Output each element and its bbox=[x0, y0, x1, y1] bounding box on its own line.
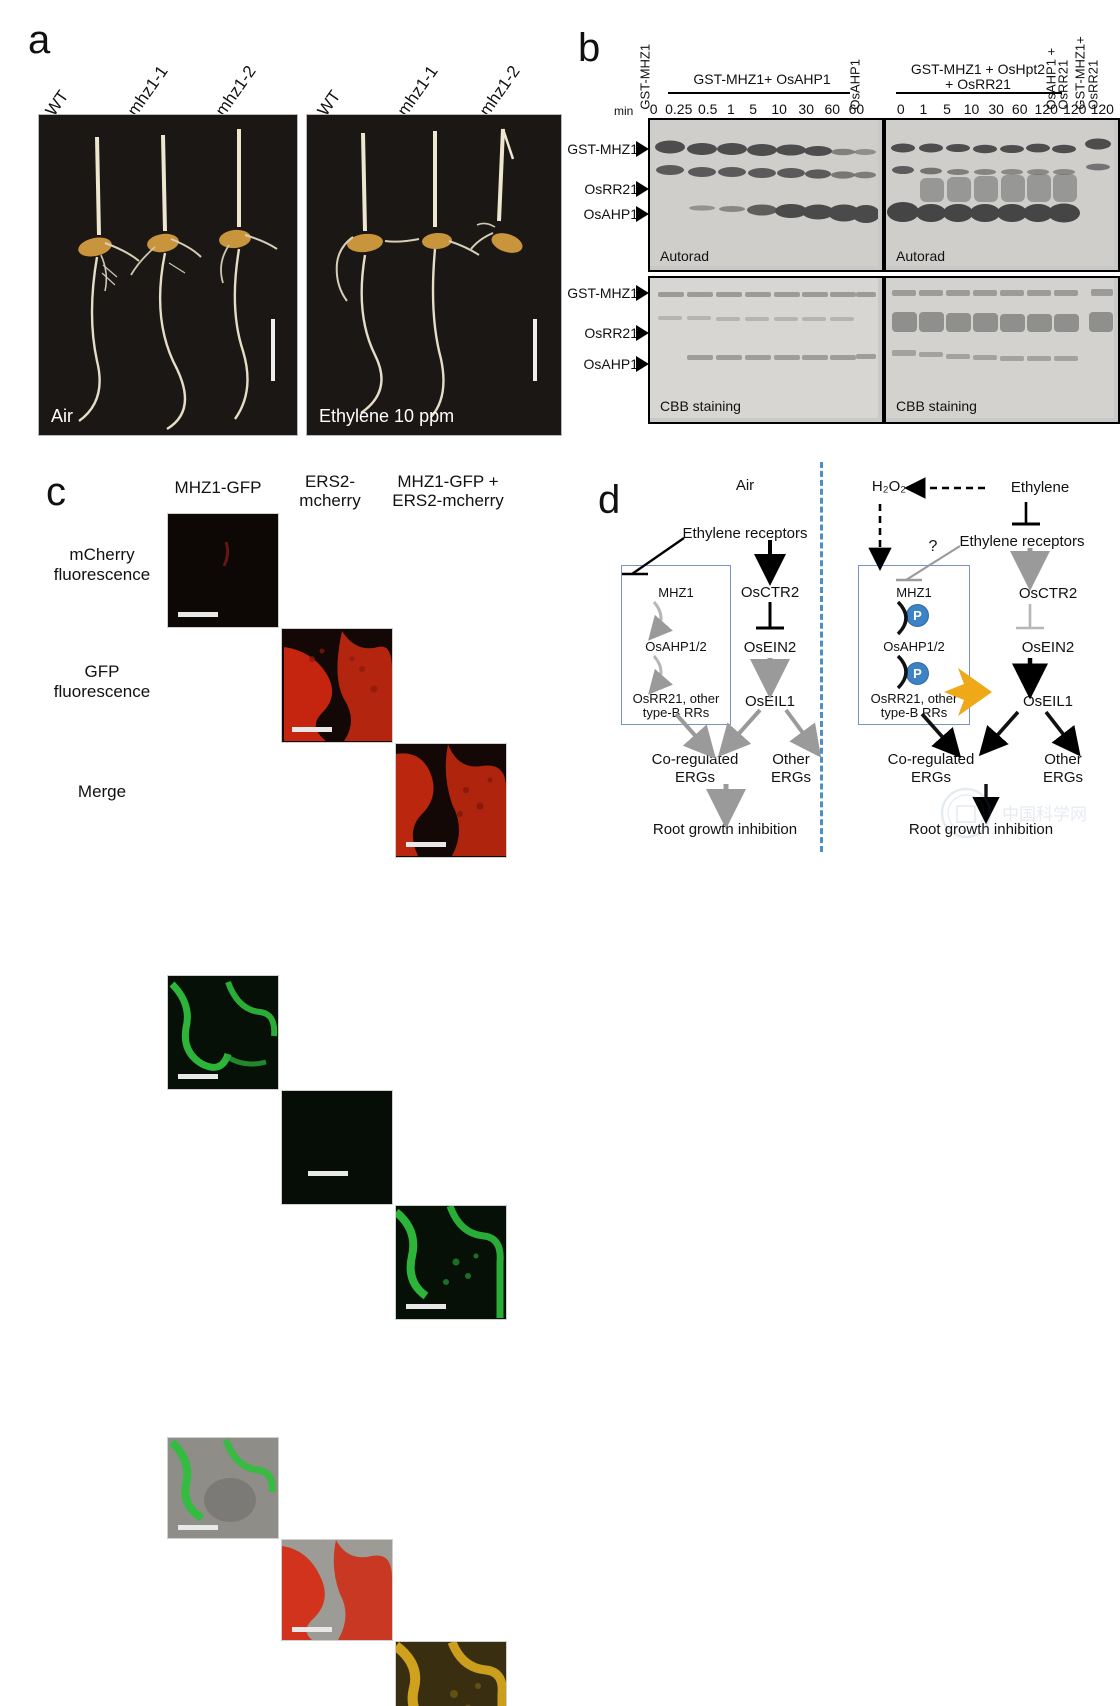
panel-a-scalebar-ethylene bbox=[533, 319, 537, 381]
panel-c-row-header-gfp-l1: GFP bbox=[48, 662, 156, 681]
panel-b-time-0: 0 bbox=[644, 101, 663, 117]
gfp-empty-field bbox=[282, 1091, 392, 1204]
panel-a-letter: a bbox=[28, 18, 50, 63]
panel-c-image-mcherry-mhz1gfp bbox=[167, 513, 279, 628]
panel-c-image-merge-ers2 bbox=[281, 1539, 393, 1641]
panel-a-right-genotype-mhz1-1: mhz1-1 bbox=[394, 62, 443, 120]
panel-c-image-merge-mhz1gfp bbox=[167, 1437, 279, 1539]
panel-c-image-mcherry-both bbox=[395, 743, 507, 858]
gfp-mhz1-field bbox=[168, 976, 278, 1089]
panel-b-rowlabel-osrr21-autorad: OsRR21 bbox=[560, 181, 638, 197]
panel-b-time-60b: 60 bbox=[845, 101, 868, 117]
panel-b-rtime-5: 5 bbox=[935, 101, 959, 117]
panel-c-column-header-both-l2: ERS2-mcherry bbox=[385, 491, 511, 510]
merge-coexpress-field bbox=[396, 1642, 506, 1706]
panel-b-autorad-left-caption: Autorad bbox=[660, 248, 709, 264]
autorad-right-bands bbox=[886, 120, 1114, 266]
panel-c-scalebar bbox=[292, 727, 332, 732]
panel-b-cbb-right: CBB staining bbox=[884, 276, 1120, 424]
panel-c-scalebar bbox=[406, 1304, 446, 1309]
panel-b-lane-label-gst-mhz1: GST-MHZ1 bbox=[638, 44, 652, 110]
panel-b-rowlabel-gst-mhz1-cbb: GST-MHZ1 bbox=[560, 285, 638, 301]
panel-b-rowlabel-osahp1-cbb: OsAHP1 bbox=[560, 356, 638, 372]
panel-b-time-025: 0.25 bbox=[663, 101, 694, 117]
gfp-coexpress-field bbox=[396, 1206, 506, 1319]
seedlings-air-illustration bbox=[39, 115, 297, 435]
panel-b-cbb-left-caption: CBB staining bbox=[660, 398, 741, 414]
panel-a-photo-air: Air bbox=[38, 114, 298, 436]
panel-b-group-label-oshpt2-line2: + OsRR21 bbox=[888, 77, 1068, 92]
panel-b-timepoints-right: 0 1 5 10 30 60 120 120 120 bbox=[890, 101, 1116, 117]
panel-c-column-header-both-l1: MHZ1-GFP + bbox=[385, 472, 511, 491]
panel-c-column-header-ers2-mcherry-l1: ERS2- bbox=[277, 472, 383, 491]
panel-b-rowlabel-osrr21-cbb: OsRR21 bbox=[560, 325, 638, 341]
seedlings-ethylene-illustration bbox=[307, 115, 561, 435]
mcherry-ers2-field bbox=[282, 629, 392, 742]
autorad-left-bands bbox=[650, 120, 878, 266]
watermark: 中国科学网 bbox=[940, 782, 1110, 844]
panel-c-scalebar bbox=[178, 1525, 218, 1530]
panel-a-left-genotype-mhz1-1: mhz1-1 bbox=[124, 62, 173, 120]
panel-b-letter: b bbox=[578, 26, 600, 71]
panel-c-column-header-mhz1-gfp: MHZ1-GFP bbox=[163, 478, 273, 497]
merge-mhz1-field bbox=[168, 1438, 278, 1538]
panel-c-scalebar bbox=[292, 1627, 332, 1632]
cbb-right-bands bbox=[886, 278, 1114, 418]
panel-c-row-header-mcherry-l2: fluorescence bbox=[38, 565, 166, 584]
panel-c-scalebar bbox=[406, 842, 446, 847]
panel-b-time-5: 5 bbox=[741, 101, 766, 117]
panel-c-row-header-merge: Merge bbox=[48, 782, 156, 801]
panel-b-rtime-120b: 120 bbox=[1061, 101, 1089, 117]
panel-c-image-gfp-mhz1gfp bbox=[167, 975, 279, 1090]
panel-b-rtime-0: 0 bbox=[890, 101, 912, 117]
panel-c-image-gfp-ers2 bbox=[281, 1090, 393, 1205]
panel-a-caption-air: Air bbox=[51, 406, 73, 427]
panel-c-image-mcherry-ers2 bbox=[281, 628, 393, 743]
panel-b-time-30: 30 bbox=[793, 101, 820, 117]
panel-b-cbb-left: CBB staining bbox=[648, 276, 884, 424]
merge-ers2-field bbox=[282, 1540, 392, 1640]
panel-c-letter: c bbox=[46, 470, 66, 515]
panel-a-right-genotype-mhz1-2: mhz1-2 bbox=[476, 62, 525, 120]
panel-c-scalebar bbox=[308, 1171, 348, 1176]
panel-b-rtime-30: 30 bbox=[984, 101, 1008, 117]
panel-b-timepoints-left: 0 0.25 0.5 1 5 10 30 60 60 bbox=[644, 101, 868, 117]
panel-b-rowlabel-gst-mhz1-autorad: GST-MHZ1 bbox=[560, 141, 638, 157]
panel-c-image-merge-both bbox=[395, 1641, 507, 1706]
panel-a-caption-ethylene: Ethylene 10 ppm bbox=[319, 406, 454, 427]
panel-b-time-60: 60 bbox=[820, 101, 845, 117]
panel-b-cbb-right-caption: CBB staining bbox=[896, 398, 977, 414]
panel-b-group-label-gst-mhz1-osahp1: GST-MHZ1+ OsAHP1 bbox=[672, 72, 852, 87]
panel-b-group-bar-left bbox=[668, 92, 850, 94]
panel-b-autorad-right-caption: Autorad bbox=[896, 248, 945, 264]
mcherry-empty-field bbox=[168, 514, 278, 627]
panel-b-time-10: 10 bbox=[766, 101, 793, 117]
panel-b-rtime-10: 10 bbox=[959, 101, 985, 117]
mcherry-coexpress-field bbox=[396, 744, 506, 857]
panel-b-time-1: 1 bbox=[721, 101, 740, 117]
cbb-left-bands bbox=[650, 278, 878, 418]
panel-a-scalebar-air bbox=[271, 319, 275, 381]
svg-text:中国科学网: 中国科学网 bbox=[1002, 805, 1087, 824]
panel-b-rowlabel-osahp1-autorad: OsAHP1 bbox=[560, 206, 638, 222]
panel-b-autorad-left: Autorad bbox=[648, 118, 884, 272]
panel-c-scalebar bbox=[178, 612, 218, 617]
panel-c-row-header-gfp-l2: fluorescence bbox=[38, 682, 166, 701]
panel-b-rtime-60: 60 bbox=[1008, 101, 1032, 117]
panel-b-rtime-120c: 120 bbox=[1088, 101, 1116, 117]
panel-b-rtime-120: 120 bbox=[1031, 101, 1060, 117]
panel-b-time-05: 0.5 bbox=[694, 101, 721, 117]
panel-c-column-header-ers2-mcherry-l2: mcherry bbox=[277, 491, 383, 510]
panel-c-row-header-mcherry-l1: mCherry bbox=[48, 545, 156, 564]
panel-a-photo-ethylene: Ethylene 10 ppm bbox=[306, 114, 562, 436]
panel-c-scalebar bbox=[178, 1074, 218, 1079]
panel-c-image-gfp-both bbox=[395, 1205, 507, 1320]
panel-a-left-genotype-mhz1-2: mhz1-2 bbox=[212, 62, 261, 120]
panel-b-autorad-right: Autorad bbox=[884, 118, 1120, 272]
panel-b-rtime-1: 1 bbox=[912, 101, 936, 117]
panel-b-min-label: min bbox=[614, 104, 633, 118]
panel-d-left-arrows bbox=[596, 462, 826, 852]
panel-b-group-bar-right bbox=[896, 92, 1062, 94]
